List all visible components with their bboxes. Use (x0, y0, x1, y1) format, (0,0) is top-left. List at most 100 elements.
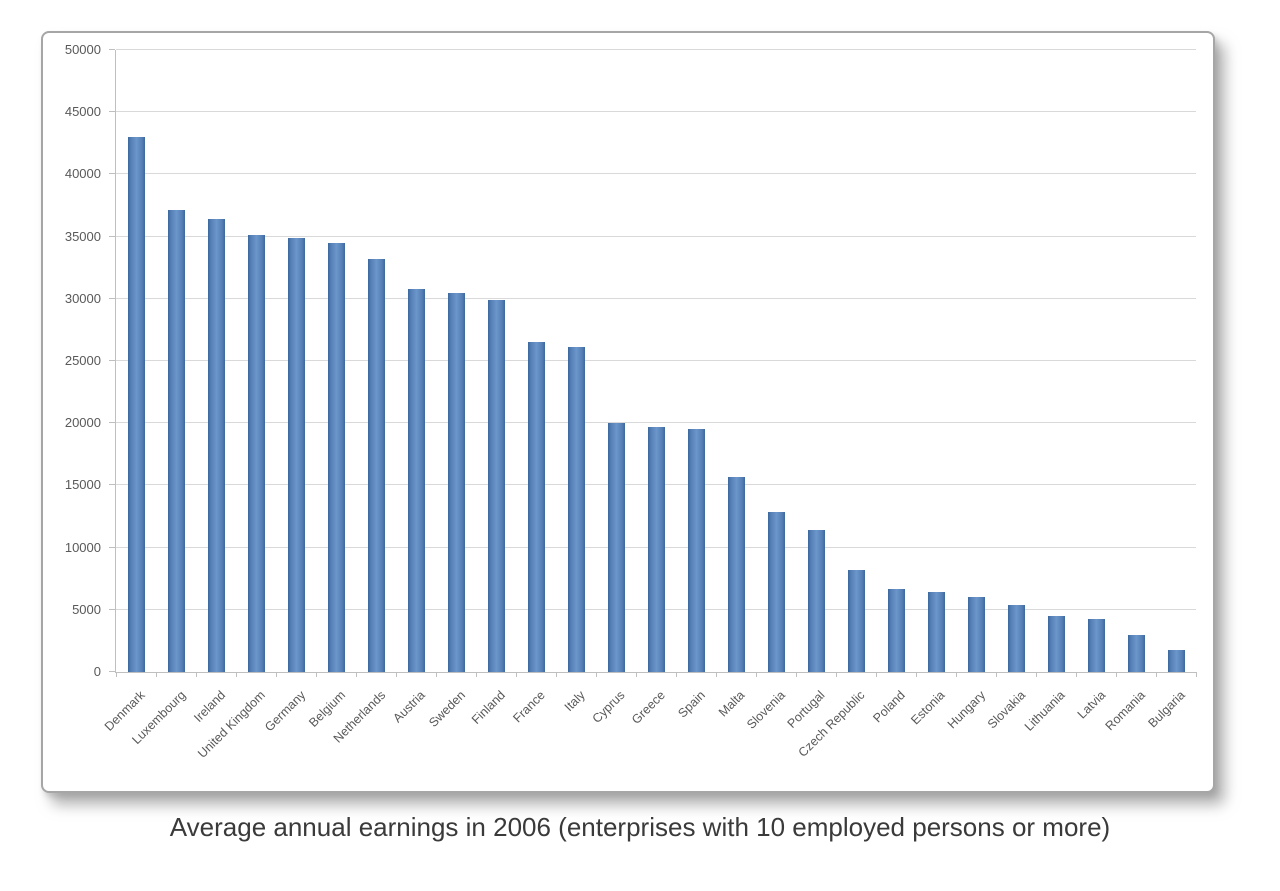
x-tick-3 (236, 672, 237, 677)
bar-malta (727, 476, 745, 672)
gridline-20000 (116, 422, 1196, 424)
x-tick-1 (156, 672, 157, 677)
bar-hungary (967, 597, 985, 672)
category-label-finland: Finland (469, 688, 508, 727)
y-tick-label-15000: 15000 (64, 477, 101, 493)
category-label-france: France (510, 688, 548, 726)
bar-ireland (207, 219, 225, 672)
y-tick-label-35000: 35000 (64, 228, 101, 244)
x-tick-20 (916, 672, 917, 677)
gridline-50000 (116, 49, 1196, 50)
plot-area (109, 49, 1197, 677)
category-label-greece: Greece (629, 688, 668, 727)
category-label-hungary: Hungary (944, 688, 988, 732)
bar-slovakia (1007, 604, 1025, 672)
category-label-lithuania: Lithuania (1022, 688, 1068, 734)
gridline-25000 (116, 360, 1196, 361)
x-tick-9 (476, 672, 477, 677)
category-label-slovenia: Slovenia (744, 688, 788, 732)
y-tick-label-45000: 45000 (64, 104, 101, 120)
y-tick-label-10000: 10000 (64, 539, 101, 555)
y-tick-label-50000: 50000 (64, 42, 101, 57)
bar-denmark (127, 137, 145, 672)
bar-czech-republic (847, 570, 865, 672)
category-label-austria: Austria (390, 688, 428, 726)
category-label-cyprus: Cyprus (590, 688, 628, 726)
category-label-spain: Spain (675, 688, 708, 721)
x-tick-7 (396, 672, 397, 677)
bar-latvia (1087, 618, 1105, 672)
bar-poland (887, 588, 905, 672)
category-label-slovakia: Slovakia (984, 688, 1028, 732)
bar-belgium (327, 242, 345, 672)
y-tick-35000 (109, 235, 115, 237)
bar-portugal (807, 530, 825, 672)
bar-italy (567, 347, 585, 672)
category-label-malta: Malta (716, 688, 748, 720)
category-label-germany: Germany (261, 688, 308, 735)
category-label-sweden: Sweden (426, 688, 468, 730)
category-label-italy: Italy (561, 688, 588, 715)
bar-austria (407, 288, 425, 672)
bar-slovenia (767, 511, 785, 672)
y-tick-5000 (109, 608, 115, 610)
bar-cyprus (607, 423, 625, 672)
bar-germany (287, 237, 305, 672)
bar-luxembourg (167, 210, 185, 672)
bar-greece (647, 426, 665, 672)
y-tick-0 (109, 671, 115, 672)
y-tick-20000 (109, 422, 115, 424)
x-tick-18 (836, 672, 837, 677)
bar-romania (1127, 634, 1145, 672)
bar-finland (487, 300, 505, 672)
gridline-40000 (116, 173, 1196, 175)
x-tick-2 (196, 672, 197, 677)
x-tick-12 (596, 672, 597, 677)
x-tick-10 (516, 672, 517, 677)
category-label-poland: Poland (870, 688, 908, 726)
x-tick-26 (1156, 672, 1157, 677)
y-tick-30000 (109, 297, 115, 299)
bar-france (527, 342, 545, 672)
bar-netherlands (367, 259, 385, 672)
bar-sweden (447, 292, 465, 672)
y-tick-label-40000: 40000 (64, 166, 101, 182)
x-tick-6 (356, 672, 357, 677)
x-tick-25 (1116, 672, 1117, 677)
category-label-latvia: Latvia (1074, 688, 1108, 722)
y-tick-40000 (109, 173, 115, 175)
bar-estonia (927, 592, 945, 672)
bar-united-kingdom (247, 235, 265, 672)
x-tick-0 (116, 672, 117, 677)
x-tick-22 (996, 672, 997, 677)
y-tick-label-25000: 25000 (64, 353, 101, 368)
gridline-35000 (116, 235, 1196, 237)
y-tick-10000 (109, 546, 115, 548)
category-label-ireland: Ireland (190, 688, 228, 725)
x-axis-labels: Denmark Luxembourg Ireland United Kingdom Ge… (102, 678, 1195, 790)
y-tick-50000 (109, 49, 115, 50)
x-tick-13 (636, 672, 637, 677)
y-tick-label-0: 0 (93, 664, 101, 679)
x-tick-21 (956, 672, 957, 677)
chart-panel: 0 5000 10000 15000 20000 25000 30000 35000 40000… (41, 31, 1215, 793)
x-tick-11 (556, 672, 557, 677)
y-tick-label-5000: 5000 (72, 601, 101, 617)
category-label-bulgaria: Bulgaria (1145, 688, 1188, 731)
gridline-30000 (116, 297, 1196, 299)
x-tick-27 (1196, 672, 1197, 677)
x-tick-15 (716, 672, 717, 677)
y-tick-15000 (109, 484, 115, 486)
y-tick-label-30000: 30000 (64, 290, 101, 306)
bar-bulgaria (1167, 649, 1185, 672)
x-tick-14 (676, 672, 677, 677)
x-tick-16 (756, 672, 757, 677)
x-tick-19 (876, 672, 877, 677)
x-tick-4 (276, 672, 277, 677)
chart-caption: Average annual earnings in 2006 (enterpr… (169, 812, 1111, 842)
bar-spain (687, 429, 705, 672)
x-tick-8 (436, 672, 437, 677)
y-tick-label-20000: 20000 (64, 415, 101, 431)
gridline-45000 (116, 111, 1196, 113)
